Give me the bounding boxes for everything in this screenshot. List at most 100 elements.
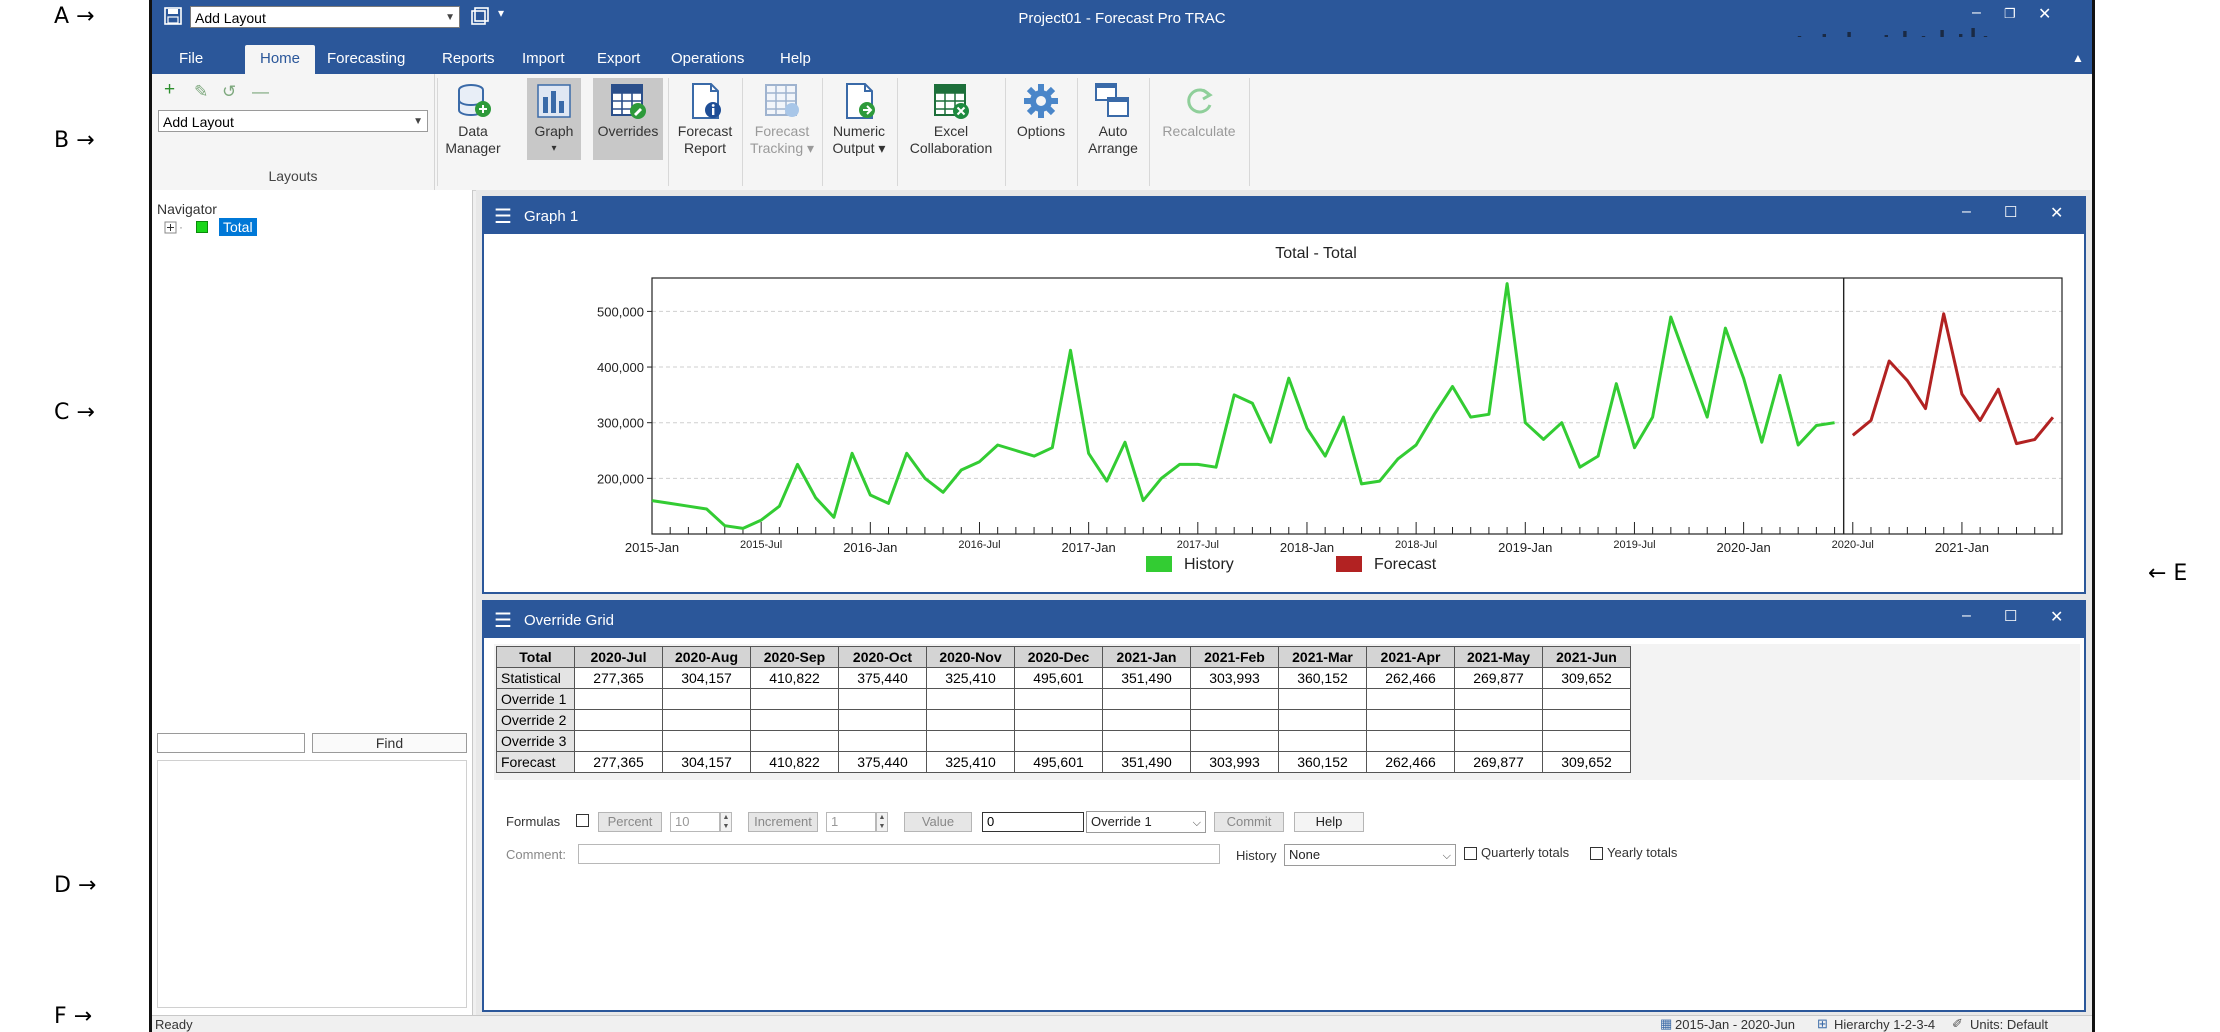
hamburger-menu-icon[interactable]: ☰	[494, 610, 512, 632]
maximize-icon[interactable]: ☐	[2004, 608, 2018, 625]
tab-help[interactable]: Help	[780, 50, 811, 67]
commit-button[interactable]: Commit	[1214, 812, 1284, 832]
help-button[interactable]: Help	[1294, 812, 1364, 832]
table-cell[interactable]	[926, 730, 1015, 752]
table-cell[interactable]	[1014, 688, 1103, 710]
table-cell[interactable]	[1278, 688, 1367, 710]
restore-icon[interactable]: ❐	[2004, 6, 2016, 21]
numeric-output-button[interactable]: Numeric Output ▾	[826, 78, 892, 160]
minimize-icon[interactable]: –	[1962, 607, 1971, 624]
excel-collaboration-button[interactable]: Excel Collaboration	[901, 78, 1001, 160]
table-cell[interactable]: 351,490	[1102, 751, 1191, 773]
tab-export[interactable]: Export	[597, 50, 641, 67]
tab-forecasting[interactable]: Forecasting	[327, 50, 406, 67]
table-cell[interactable]	[1102, 688, 1191, 710]
percent-button[interactable]: Percent	[598, 812, 662, 832]
table-cell[interactable]	[1454, 688, 1543, 710]
table-cell[interactable]	[1190, 730, 1279, 752]
table-cell[interactable]	[926, 688, 1015, 710]
status-units[interactable]: Units: Default	[1970, 1017, 2049, 1032]
table-cell[interactable]	[662, 688, 751, 710]
table-cell[interactable]: 262,466	[1366, 667, 1455, 689]
table-cell[interactable]	[574, 709, 663, 731]
table-cell[interactable]	[838, 709, 927, 731]
table-cell[interactable]: 360,152	[1278, 667, 1367, 689]
table-cell[interactable]	[1278, 730, 1367, 752]
close-icon[interactable]: ✕	[2038, 6, 2052, 23]
table-cell[interactable]: 303,993	[1190, 667, 1279, 689]
minimize-icon[interactable]: –	[1962, 203, 1971, 220]
tab-home[interactable]: Home	[245, 45, 316, 74]
table-cell[interactable]	[838, 730, 927, 752]
close-icon[interactable]: ✕	[2050, 609, 2064, 626]
tab-reports[interactable]: Reports	[442, 50, 495, 67]
table-cell[interactable]: 410,822	[750, 751, 839, 773]
table-cell[interactable]	[1366, 730, 1455, 752]
value-input[interactable]: 0	[982, 812, 1084, 832]
increment-stepper[interactable]: ▲ ▼	[876, 812, 888, 832]
status-hierarchy[interactable]: Hierarchy 1-2-3-4	[1834, 1017, 1936, 1032]
increment-input[interactable]: 1	[826, 812, 876, 832]
table-cell[interactable]	[750, 709, 839, 731]
table-cell[interactable]: 277,365	[574, 751, 663, 773]
options-button[interactable]: Options	[1009, 78, 1073, 160]
table-cell[interactable]: 351,490	[1102, 667, 1191, 689]
table-cell[interactable]	[1366, 688, 1455, 710]
table-cell[interactable]: 304,157	[662, 751, 751, 773]
table-cell[interactable]	[838, 688, 927, 710]
table-cell[interactable]: 304,157	[662, 667, 751, 689]
table-cell[interactable]: 325,410	[926, 667, 1015, 689]
override-select[interactable]: Override 1 ⌵	[1086, 811, 1206, 833]
close-icon[interactable]: ✕	[2050, 205, 2064, 222]
collapse-ribbon-icon[interactable]: ▲	[2072, 51, 2084, 65]
history-select[interactable]: None ⌵	[1284, 844, 1456, 866]
auto-arrange-button[interactable]: Auto Arrange	[1081, 78, 1145, 160]
table-cell[interactable]	[1014, 730, 1103, 752]
table-cell[interactable]	[1454, 730, 1543, 752]
table-cell[interactable]	[1454, 709, 1543, 731]
table-cell[interactable]: 375,440	[838, 667, 927, 689]
find-input[interactable]	[157, 733, 305, 753]
table-cell[interactable]: 303,993	[1190, 751, 1279, 773]
table-cell[interactable]	[1542, 709, 1631, 731]
increment-button[interactable]: Increment	[748, 812, 818, 832]
recalculate-button[interactable]: Recalculate	[1153, 78, 1245, 160]
data-manager-button[interactable]: Data Manager	[442, 78, 504, 160]
maximize-icon[interactable]: ☐	[2004, 204, 2018, 221]
overrides-button[interactable]: Overrides	[593, 78, 663, 160]
table-cell[interactable]: 269,877	[1454, 751, 1543, 773]
yearly-totals-checkbox[interactable]	[1590, 847, 1603, 860]
edit-layout-icon[interactable]: ✎	[194, 82, 209, 101]
table-cell[interactable]: 375,440	[838, 751, 927, 773]
minimize-icon[interactable]: –	[1972, 4, 1981, 21]
add-layout-icon[interactable]: +	[164, 79, 176, 100]
hamburger-menu-icon[interactable]: ☰	[494, 206, 512, 228]
tab-file[interactable]: File	[179, 50, 204, 67]
expand-icon[interactable]	[164, 221, 178, 235]
table-cell[interactable]	[1102, 730, 1191, 752]
table-cell[interactable]	[1190, 709, 1279, 731]
table-cell[interactable]: 269,877	[1454, 667, 1543, 689]
quick-layout-combo[interactable]: Add Layout ▼	[190, 6, 460, 28]
table-cell[interactable]	[750, 730, 839, 752]
table-cell[interactable]	[926, 709, 1015, 731]
table-cell[interactable]	[1190, 688, 1279, 710]
table-cell[interactable]	[662, 709, 751, 731]
comment-input[interactable]	[578, 844, 1220, 864]
formulas-checkbox[interactable]	[576, 814, 589, 827]
table-cell[interactable]	[1366, 709, 1455, 731]
find-button[interactable]: Find	[312, 733, 467, 753]
save-icon[interactable]	[164, 7, 182, 30]
table-cell[interactable]: 262,466	[1366, 751, 1455, 773]
customize-toolbar-icon[interactable]: ▾	[498, 6, 505, 20]
value-button[interactable]: Value	[904, 812, 972, 832]
table-cell[interactable]	[750, 688, 839, 710]
forecast-tracking-button[interactable]: Forecast Tracking ▾	[746, 78, 818, 160]
table-cell[interactable]: 495,601	[1014, 751, 1103, 773]
table-cell[interactable]	[1542, 730, 1631, 752]
percent-input[interactable]: 10	[670, 812, 720, 832]
table-cell[interactable]	[662, 730, 751, 752]
percent-stepper[interactable]: ▲ ▼	[720, 812, 732, 832]
quarterly-totals-checkbox[interactable]	[1464, 847, 1477, 860]
forecast-report-button[interactable]: Forecast Report	[672, 78, 738, 160]
